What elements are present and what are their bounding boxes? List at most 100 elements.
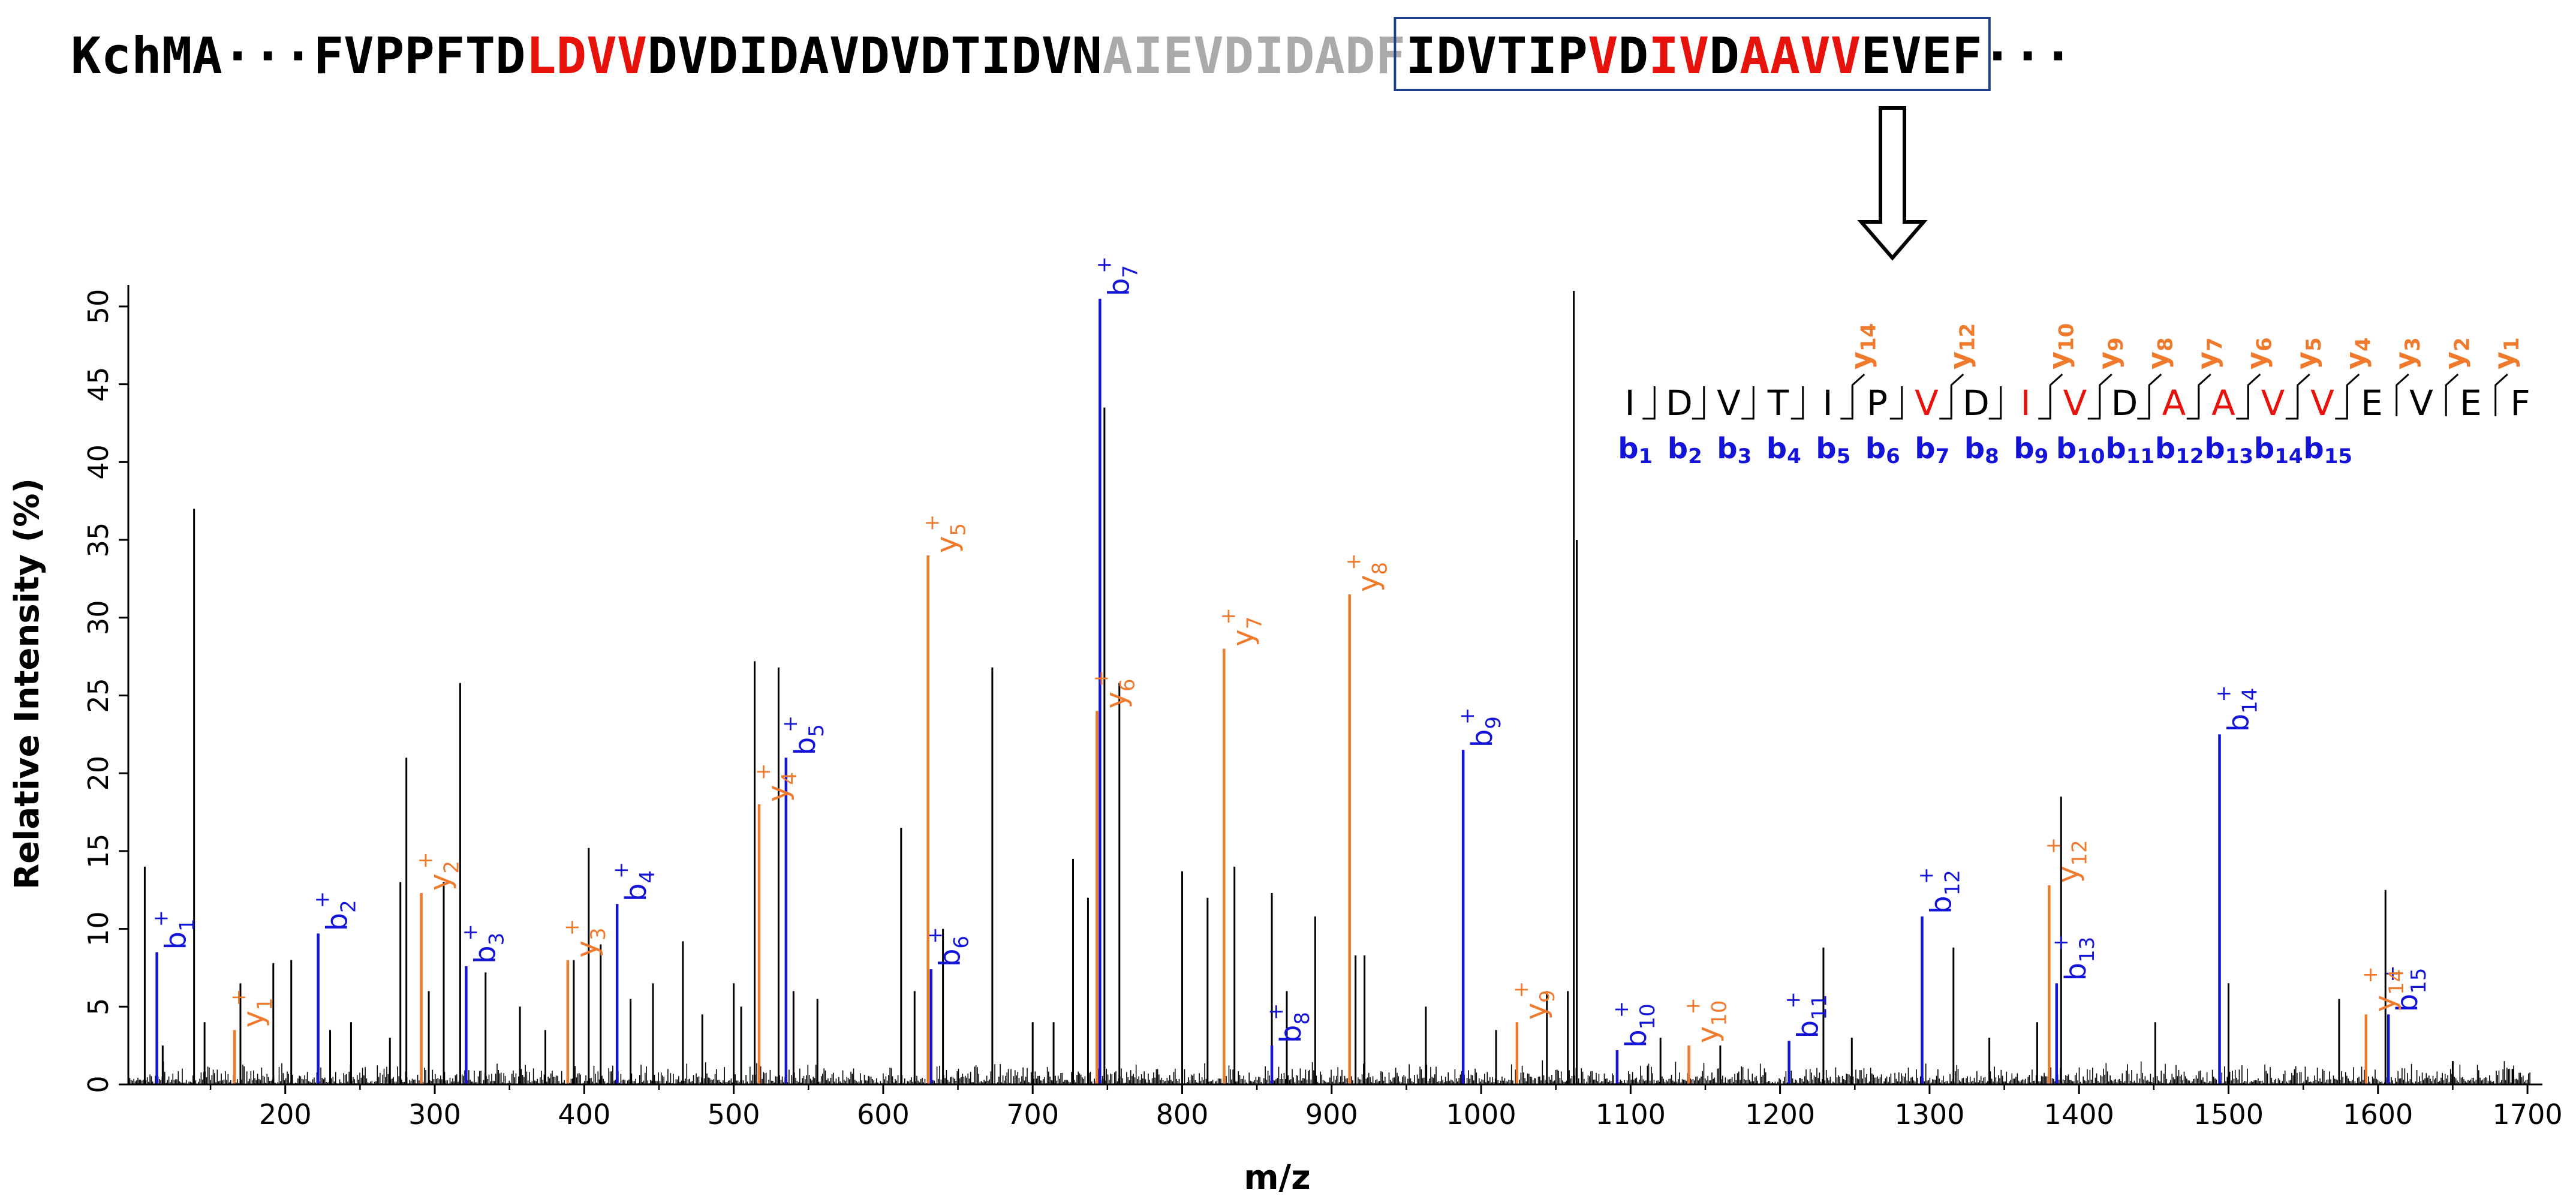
- y-tick-label: 45: [82, 366, 115, 402]
- b-fragment-label: b4: [1767, 432, 1801, 468]
- svg-text:y4: y4: [2339, 337, 2375, 369]
- b-ion-label: b15+: [2381, 965, 2431, 1012]
- x-tick-label: 800: [1156, 1098, 1209, 1131]
- y-fragment-label: y12: [1943, 323, 1979, 369]
- b-fragment-label: b12: [2155, 432, 2204, 468]
- svg-text:b15+: b15+: [2381, 965, 2431, 1012]
- x-tick-label: 900: [1305, 1098, 1358, 1131]
- b-fragment-label: b3: [1717, 432, 1752, 468]
- down-arrow-icon: [1857, 106, 1928, 261]
- x-tick-label: 1100: [1596, 1098, 1666, 1131]
- fragment-residue: E: [2460, 383, 2482, 423]
- b-ion-label: b10+: [1609, 1001, 1660, 1048]
- b-ion-label: b2+: [311, 891, 361, 931]
- y-fragment-label: y4: [2339, 337, 2375, 369]
- x-tick-label: 1700: [2493, 1098, 2563, 1131]
- x-tick-label: 200: [259, 1098, 312, 1131]
- y-tick-label: 0: [82, 1075, 115, 1093]
- svg-text:y12+: y12+: [2041, 837, 2092, 883]
- y-fragment-label: y5: [2290, 337, 2326, 369]
- sequence-segment: AAVV: [1740, 26, 1861, 85]
- svg-text:b3+: b3+: [458, 924, 508, 964]
- svg-text:y8: y8: [2141, 337, 2177, 369]
- y-fragment-label: y14: [1844, 323, 1880, 369]
- y-tick-label: 30: [82, 600, 115, 635]
- baseline-noise: [129, 1060, 2530, 1084]
- svg-text:y14+: y14+: [2358, 966, 2409, 1012]
- svg-text:b8+: b8+: [1264, 1003, 1314, 1044]
- svg-text:b4+: b4+: [609, 861, 660, 902]
- y-ion-label: y2+: [414, 852, 464, 891]
- svg-text:y9: y9: [2092, 337, 2128, 369]
- sequence-header: KchMA···FVPPFTD LDVV DVDIDAVDVDTIDVN AIEVDI…: [71, 26, 2074, 85]
- b-fragment-label: b8: [1964, 432, 1999, 468]
- sequence-segment: EVEF: [1861, 26, 1982, 85]
- annotated-peaks: b1+ b2+ b3+ b4+ b5+ b6+ b7+ b8+ b9+ b10+ b11+ b12+ b…: [149, 256, 2431, 1084]
- b-ion-label: b7+: [1092, 256, 1142, 296]
- y-fragment-label: y1: [2488, 337, 2524, 369]
- fragment-residue: F: [2510, 383, 2530, 423]
- b-fragment-label: b1: [1618, 432, 1653, 468]
- fragment-residue: P: [1867, 383, 1888, 423]
- b-fragment-label: b10: [2056, 432, 2105, 468]
- x-tick-label: 1200: [1745, 1098, 1815, 1131]
- b-ion-label: b12+: [1914, 867, 1964, 914]
- y-fragment-label: y10: [2042, 323, 2078, 369]
- svg-text:b11+: b11+: [1781, 991, 1832, 1038]
- y-ion-label: y1+: [227, 989, 277, 1028]
- x-tick-label: 400: [558, 1098, 610, 1131]
- svg-text:y10: y10: [2042, 323, 2078, 369]
- x-tick-label: 300: [408, 1098, 461, 1131]
- fragment-residue: V: [2261, 383, 2285, 423]
- svg-text:y5: y5: [2290, 337, 2326, 369]
- sequence-segment: AIEVDIDADF: [1102, 26, 1406, 85]
- fragment-residue: D: [2111, 383, 2138, 423]
- y-ion-label: y4+: [751, 764, 802, 803]
- fragment-map: I D V T I P V D I V D A A V V E V E Fb1 b2 b3 b4 b5 b6 b7 b8 b9 b10…: [1618, 323, 2530, 468]
- x-tick-label: 600: [857, 1098, 910, 1131]
- y-ion-label: y14+: [2358, 966, 2409, 1012]
- y-tick-label: 25: [82, 678, 115, 713]
- sequence-segment: IDVTIP: [1406, 26, 1587, 85]
- fragment-residue: D: [1666, 383, 1693, 423]
- b-ion-label: b8+: [1264, 1003, 1314, 1044]
- b-fragment-label: b2: [1668, 432, 1702, 468]
- y-ion-label: y5+: [920, 514, 971, 553]
- axes: 0 5 10 15 20 25 30 35 40 45 50 200 300 400 500 600 700 80…: [82, 285, 2563, 1131]
- svg-text:b9+: b9+: [1455, 708, 1506, 748]
- svg-text:b10+: b10+: [1609, 1001, 1660, 1048]
- svg-text:y6: y6: [2240, 337, 2276, 369]
- fragment-residue: V: [2310, 383, 2334, 423]
- y-axis-label: Relative Intensity (%): [8, 478, 47, 890]
- svg-text:y3: y3: [2389, 337, 2425, 369]
- y-fragment-label: y7: [2191, 337, 2227, 369]
- svg-text:b2+: b2+: [311, 891, 361, 931]
- x-tick-label: 700: [1006, 1098, 1059, 1131]
- svg-text:y14: y14: [1844, 323, 1880, 369]
- svg-text:b13+: b13+: [2049, 934, 2099, 981]
- y-fragment-label: y9: [2092, 337, 2128, 369]
- x-tick-label: 1000: [1446, 1098, 1516, 1131]
- svg-text:y5+: y5+: [920, 514, 971, 553]
- svg-text:y2: y2: [2438, 337, 2474, 369]
- svg-text:y6+: y6+: [1089, 670, 1139, 709]
- sequence-segment: KchMA···FVPPFTD: [71, 26, 526, 85]
- svg-text:y10+: y10+: [1681, 997, 1732, 1043]
- x-tick-label: 500: [708, 1098, 760, 1131]
- y-fragment-label: y8: [2141, 337, 2177, 369]
- y-ion-label: y12+: [2041, 837, 2092, 883]
- svg-text:y12: y12: [1943, 323, 1979, 369]
- svg-text:b7+: b7+: [1092, 256, 1142, 296]
- x-tick-label: 1400: [2044, 1098, 2114, 1131]
- svg-text:b5+: b5+: [778, 716, 829, 756]
- unannotated-peaks: [143, 291, 2514, 1084]
- y-ion-label: y7+: [1216, 608, 1266, 647]
- y-tick-label: 50: [82, 289, 115, 324]
- sequence-segment: IV: [1648, 26, 1709, 85]
- sequence-segment: D: [1709, 26, 1740, 85]
- y-fragment-label: y6: [2240, 337, 2276, 369]
- b-fragment-label: b14: [2254, 432, 2303, 468]
- fragment-residue: V: [1717, 383, 1741, 423]
- svg-text:y1+: y1+: [227, 989, 277, 1028]
- b-ion-label: b11+: [1781, 991, 1832, 1038]
